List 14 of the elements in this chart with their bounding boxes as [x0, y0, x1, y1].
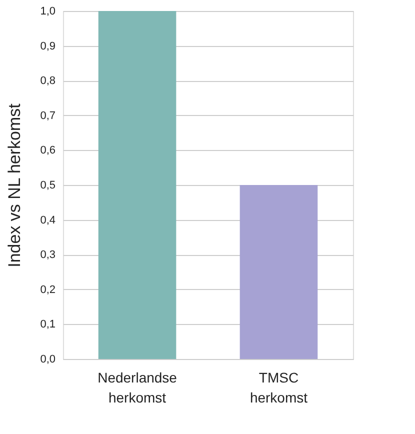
- y-tick-label: 0,7: [40, 110, 56, 122]
- y-tick-label: 0,5: [40, 180, 56, 192]
- x-tick-label: Nederlandse herkomst: [98, 370, 178, 406]
- y-tick-label: 0,2: [40, 284, 56, 296]
- y-axis-title: Index vs NL herkomst: [5, 103, 24, 268]
- y-tick-label: 0,0: [40, 354, 56, 366]
- y-tick-label: 0,3: [40, 249, 56, 262]
- y-tick-label: 1,0: [40, 6, 56, 18]
- y-tick-label: 0,4: [40, 214, 56, 226]
- y-tick-label: 0,8: [40, 75, 56, 88]
- y-tick-label: 0,1: [40, 318, 56, 331]
- y-tick-label: 0,6: [40, 144, 56, 157]
- y-tick-label: 0,9: [40, 40, 56, 52]
- x-tick-label: TMSC herkomst: [250, 370, 308, 406]
